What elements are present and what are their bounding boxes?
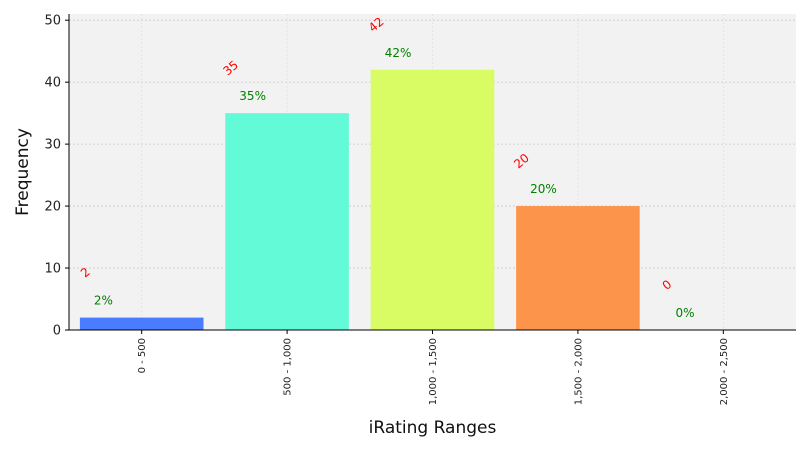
percent-label: 0% xyxy=(676,306,695,320)
bars xyxy=(79,69,640,330)
x-axis-title: iRating Ranges xyxy=(369,418,497,438)
bar xyxy=(516,206,640,330)
y-tick-label: 10 xyxy=(44,262,61,277)
y-tick-label: 40 xyxy=(44,76,61,91)
x-tick-label: 2,000 - 2,500 xyxy=(719,338,730,405)
percent-label: 20% xyxy=(530,182,557,196)
y-tick-label: 50 xyxy=(44,14,61,29)
y-tick-label: 30 xyxy=(44,138,61,153)
percent-label: 42% xyxy=(385,46,412,60)
y-axis-title: Frequency xyxy=(13,128,33,216)
percent-label: 2% xyxy=(94,294,113,308)
percent-label: 35% xyxy=(239,89,266,103)
x-tick-label: 1,000 - 1,500 xyxy=(428,338,439,405)
axes: 0 10 20 30 40 50 0 - 500 500 - 1,000 1,000 - 1,5… xyxy=(44,14,796,405)
y-tick-label: 20 xyxy=(44,200,61,215)
bar xyxy=(225,113,349,330)
x-tick-label: 500 - 1,000 xyxy=(283,338,294,396)
x-tick-label: 0 - 500 xyxy=(137,338,148,373)
x-tick-label: 1,500 - 2,000 xyxy=(573,338,584,405)
bar xyxy=(370,69,495,330)
bar xyxy=(79,317,204,330)
y-tick-label: 0 xyxy=(53,324,61,339)
